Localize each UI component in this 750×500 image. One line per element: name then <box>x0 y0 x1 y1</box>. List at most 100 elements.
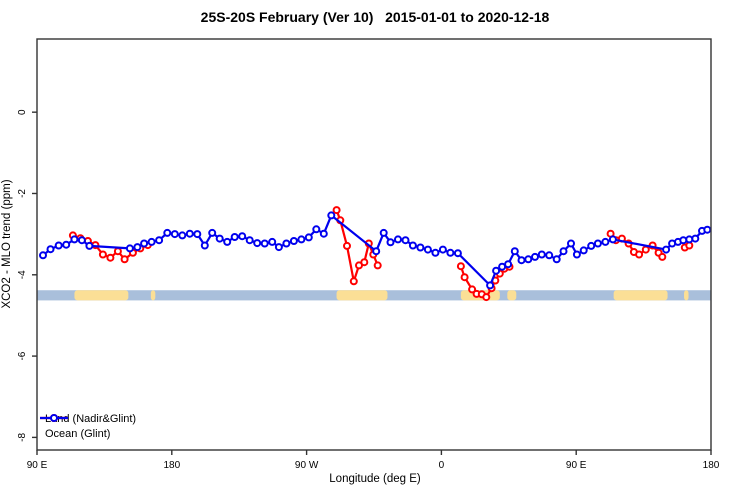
map-band-land-patch <box>74 290 129 301</box>
ocean-data-point <box>46 245 55 254</box>
ocean-data-point <box>215 234 224 243</box>
ocean-data-point <box>185 229 194 238</box>
ocean-data-point <box>537 250 546 259</box>
map-band-land-patch <box>507 290 517 301</box>
ocean-data-point <box>230 233 239 241</box>
ocean-data-point <box>408 241 417 250</box>
legend-label-ocean: Ocean (Glint) <box>45 428 111 440</box>
ocean-data-point <box>438 245 447 254</box>
y-tick-label: -4 <box>17 270 28 279</box>
ocean-data-point <box>552 255 561 264</box>
ocean-data-point <box>593 239 602 248</box>
ocean-data-point <box>559 247 568 256</box>
ocean-data-point <box>691 234 700 243</box>
ocean-data-point <box>54 241 63 250</box>
ocean-data-point <box>170 230 179 239</box>
ocean-data-point <box>504 260 513 269</box>
ocean-data-point <box>319 229 328 238</box>
ocean-data-point <box>163 228 172 237</box>
ocean-data-point <box>662 245 671 254</box>
land-data-point <box>468 285 477 294</box>
ocean-data-point <box>238 232 247 241</box>
ocean-data-point <box>327 211 336 220</box>
land-data-point <box>106 253 115 262</box>
ocean-data-point <box>572 250 581 259</box>
land-data-point <box>460 273 469 282</box>
ocean-data-point <box>70 235 79 244</box>
ocean-data-point <box>304 233 313 242</box>
ocean-data-point <box>133 243 142 252</box>
ocean-data-point <box>372 247 381 256</box>
land-data-point <box>98 250 107 259</box>
x-tick-label: 90 E <box>566 460 587 471</box>
ocean-data-point <box>601 237 610 246</box>
x-axis-title: Longitude (deg E) <box>329 473 421 485</box>
land-data-point <box>343 241 351 250</box>
land-data-point <box>658 252 667 261</box>
ocean-data-point <box>423 245 432 254</box>
ocean-data-point <box>125 244 134 253</box>
land-data-point <box>373 261 382 270</box>
legend-label-land: Land (Nadir&Glint) <box>45 413 137 425</box>
map-band-land-patch <box>684 290 689 301</box>
ocean-data-point <box>312 225 321 234</box>
ocean-data-point <box>416 243 425 252</box>
ocean-data-point <box>155 236 164 245</box>
ocean-data-point <box>245 236 254 245</box>
y-tick-label: 0 <box>17 109 28 115</box>
x-tick-label: 90 E <box>27 460 48 471</box>
land-data-point <box>113 247 122 256</box>
y-tick-label: -6 <box>17 351 28 360</box>
map-band-land-patch <box>336 290 388 301</box>
ocean-data-point <box>446 248 455 257</box>
ocean-data-point <box>85 241 94 250</box>
ocean-data-point <box>401 236 410 245</box>
x-tick-label: 180 <box>163 460 180 471</box>
ocean-data-point <box>492 266 501 275</box>
land-data-point <box>120 255 129 264</box>
map-band-land-patch <box>613 290 668 301</box>
ocean-data-point <box>524 255 533 264</box>
land-data-point <box>360 258 369 267</box>
ocean-series-sample-icon <box>40 414 68 422</box>
ocean-data-point <box>703 225 712 234</box>
ocean-data-point <box>260 239 269 248</box>
plot-border <box>36 38 712 451</box>
map-band-land-patch <box>150 290 156 301</box>
ocean-data-point <box>453 249 462 258</box>
ocean-data-point <box>178 231 187 240</box>
ocean-data-point <box>274 243 283 252</box>
x-tick-label: 0 <box>439 460 445 471</box>
ocean-data-point <box>289 237 298 245</box>
ocean-data-point <box>282 239 291 248</box>
ocean-data-point <box>531 252 539 261</box>
ocean-data-point <box>587 241 596 250</box>
x-tick-label: 90 W <box>295 460 319 471</box>
ocean-data-point <box>223 237 232 246</box>
ocean-data-point <box>253 239 262 248</box>
land-data-point <box>641 245 650 254</box>
chart-title: 25S-20S February (Ver 10) 2015-01-01 to … <box>200 9 550 25</box>
ocean-data-point <box>39 251 47 260</box>
ocean-data-point <box>386 238 395 247</box>
legend-item-ocean: Ocean (Glint) <box>39 414 136 442</box>
y-tick-label: -2 <box>17 189 28 198</box>
x-tick-label: 180 <box>703 460 720 471</box>
ocean-data-point <box>545 251 554 260</box>
land-data-point <box>456 262 465 271</box>
ocean-data-point <box>517 256 526 265</box>
ocean-data-point <box>200 241 209 250</box>
ocean-data-point <box>431 248 440 257</box>
ocean-data-point <box>77 236 86 245</box>
ocean-data-point <box>62 240 71 249</box>
ocean-data-point <box>510 247 519 256</box>
ocean-data-point <box>208 228 217 237</box>
legend: Land (Nadir&Glint) Ocean (Glint) <box>39 412 136 442</box>
ocean-data-point <box>147 237 156 246</box>
land-data-point <box>332 206 341 215</box>
ocean-data-point <box>579 246 588 255</box>
land-data-point <box>635 250 644 259</box>
ocean-data-point <box>567 239 575 248</box>
